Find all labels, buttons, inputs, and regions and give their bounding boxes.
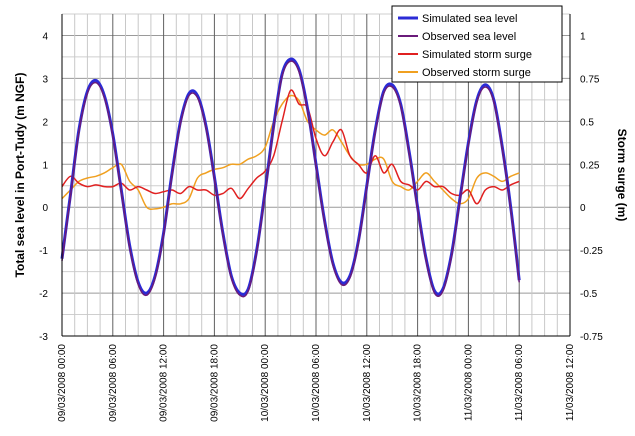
- y-tick-label-right: 0.25: [580, 160, 600, 171]
- y-tick-label-right: 0.5: [580, 117, 594, 128]
- y-tick-label-right: 0.75: [580, 74, 600, 85]
- y-tick-label-right: 0: [580, 203, 586, 214]
- y-tick-label-left: 1: [42, 160, 48, 171]
- x-tick-label: 09/03/2008 18:00: [209, 344, 220, 422]
- x-tick-label: 09/03/2008 06:00: [108, 344, 119, 422]
- series-line-observed-sea-level: [61, 60, 520, 298]
- x-tick-label: 11/03/2008 12:00: [565, 344, 576, 422]
- legend: Simulated sea level Observed sea level Sim…: [391, 5, 563, 83]
- legend-label: Simulated sea level: [422, 13, 517, 25]
- y-tick-label-left: 0: [42, 203, 48, 214]
- x-tick-label: 10/03/2008 12:00: [362, 344, 373, 422]
- legend-box: [391, 5, 563, 83]
- x-tick-label: 11/03/2008 00:00: [463, 344, 474, 422]
- x-tick-label: 10/03/2008 06:00: [311, 344, 322, 422]
- y-tick-label-left: 2: [42, 117, 48, 128]
- legend-label: Simulated storm surge: [422, 49, 532, 61]
- x-tick-label: 09/03/2008 00:00: [57, 344, 68, 422]
- y-axis-title-right: Storm surge (m): [615, 129, 629, 222]
- legend-label: Observed storm surge: [422, 67, 531, 79]
- x-tick-label: 10/03/2008 00:00: [260, 344, 271, 422]
- x-tick-label: 09/03/2008 12:00: [159, 344, 170, 422]
- y-tick-label-left: -3: [39, 332, 48, 343]
- series-line-observed-storm-surge: [61, 94, 520, 210]
- y-tick-label-left: -2: [39, 289, 48, 300]
- series-line-simulated-storm-surge: [61, 89, 520, 205]
- series-layer: [60, 57, 521, 298]
- y-tick-label-right: -0.5: [580, 289, 598, 300]
- x-tick-label: 10/03/2008 18:00: [413, 344, 424, 422]
- legend-label: Observed sea level: [422, 31, 516, 43]
- axes: [61, 14, 571, 337]
- x-tick-label: 11/03/2008 06:00: [514, 344, 525, 422]
- y-tick-label-left: 3: [42, 74, 48, 85]
- y-tick-label-right: 1: [580, 31, 586, 42]
- y-tick-label-right: -0.75: [580, 332, 603, 343]
- tick-labels: 4 3 2 1 0 -1 -2 -3 1 0.75 0.5 0.25 0 -0.25 -0.5 -0.75 09…: [39, 31, 603, 421]
- y-tick-label-left: 4: [42, 31, 48, 42]
- y-tick-label-left: -1: [39, 246, 48, 257]
- y-tick-label-right: -0.25: [580, 246, 603, 257]
- y-axis-title-left: Total sea level in Port-Tudy (m NGF): [13, 73, 27, 278]
